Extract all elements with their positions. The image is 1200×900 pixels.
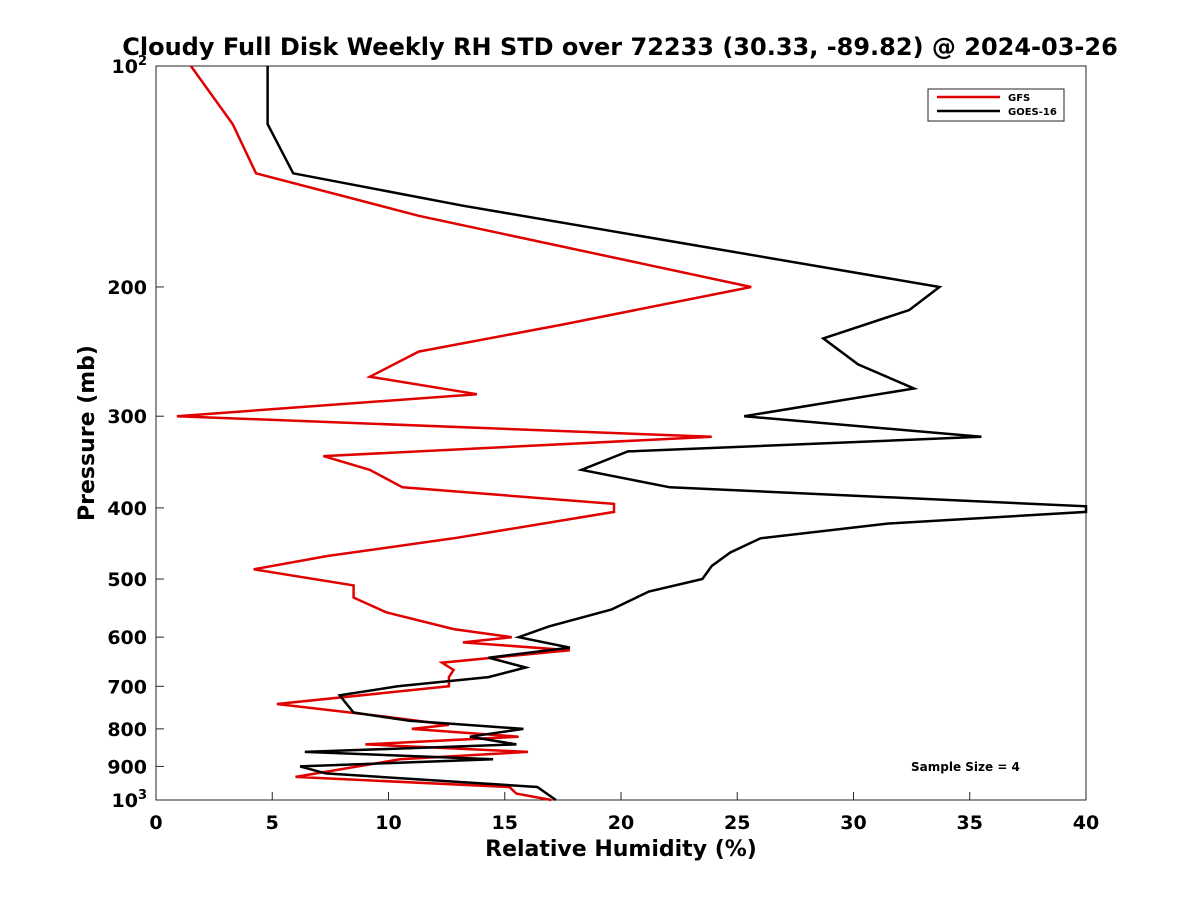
chart-title: Cloudy Full Disk Weekly RH STD over 7223… (122, 33, 1118, 61)
y-tick-label-400: 400 (107, 498, 147, 520)
y-tick-label-500: 500 (107, 569, 147, 591)
x-tick-label-15: 15 (492, 812, 518, 834)
legend-label-goes16: GOES-16 (1008, 107, 1057, 118)
legend-box (927, 88, 1065, 122)
x-tick-label-25: 25 (724, 812, 750, 834)
y-tick-label-800: 800 (107, 719, 147, 741)
y-tick-label-900: 900 (107, 756, 147, 778)
y-tick-label-600: 600 (107, 627, 147, 649)
legend: GFS GOES-16 (927, 88, 1065, 122)
x-axis-label: Relative Humidity (%) (485, 837, 757, 862)
y-axis-ticks: 102 200 300 400 500 600 700 800 900 103 (107, 54, 164, 812)
sample-size-annotation: Sample Size = 4 (911, 760, 1020, 774)
y-tick-label-200: 200 (107, 277, 147, 299)
legend-label-gfs: GFS (1008, 93, 1030, 104)
series-line-goes16 (266, 66, 1088, 802)
x-tick-label-20: 20 (608, 812, 634, 834)
y-axis-label: Pressure (mb) (75, 345, 100, 521)
x-tick-label-40: 40 (1073, 812, 1099, 834)
x-tick-label-35: 35 (957, 812, 983, 834)
y-tick-label-700: 700 (107, 676, 147, 698)
y-tick-label-1000: 103 (112, 788, 148, 812)
y-tick-label-100: 102 (112, 54, 148, 78)
series-layer (176, 65, 1088, 802)
series-line-gfs (176, 65, 752, 802)
x-tick-label-5: 5 (266, 812, 279, 834)
x-tick-label-30: 30 (840, 812, 866, 834)
x-tick-label-0: 0 (149, 812, 162, 834)
x-axis-ticks: 0 5 10 15 20 25 30 35 40 (149, 792, 1099, 834)
x-tick-label-10: 10 (375, 812, 401, 834)
y-tick-label-300: 300 (107, 406, 147, 428)
